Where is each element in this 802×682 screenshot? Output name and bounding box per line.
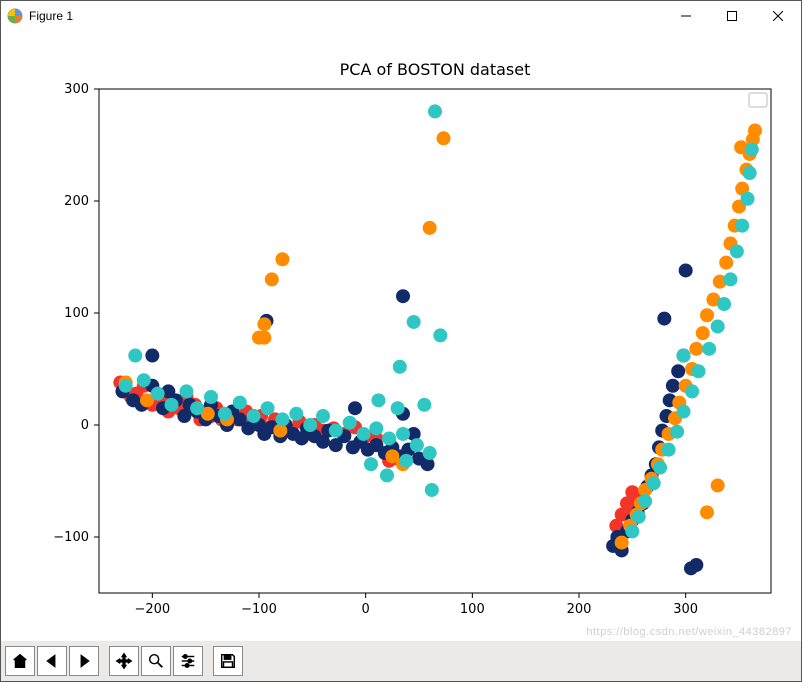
minimize-button[interactable] <box>663 1 709 31</box>
svg-text:100: 100 <box>64 306 89 321</box>
forward-button[interactable] <box>69 646 99 676</box>
svg-text:100: 100 <box>460 602 485 617</box>
svg-text:−200: −200 <box>134 602 170 617</box>
svg-text:300: 300 <box>64 82 89 97</box>
svg-text:200: 200 <box>64 194 89 209</box>
window-title: Figure 1 <box>29 9 73 23</box>
figure-window: Figure 1 PCA of BOSTON dataset −200 −100 0 1… <box>0 0 802 682</box>
svg-text:PCA of BOSTON dataset: PCA of BOSTON dataset <box>340 60 531 79</box>
home-button[interactable] <box>5 646 35 676</box>
pan-button[interactable] <box>109 646 139 676</box>
close-button[interactable] <box>755 1 801 31</box>
scatter-plot: PCA of BOSTON dataset −200 −100 0 100 200 300 −… <box>1 31 801 641</box>
back-button[interactable] <box>37 646 67 676</box>
subplots-button[interactable] <box>173 646 203 676</box>
plot-area: PCA of BOSTON dataset −200 −100 0 100 200 300 −… <box>1 31 801 641</box>
svg-text:0: 0 <box>362 602 370 617</box>
nav-toolbar <box>1 641 801 681</box>
svg-text:−100: −100 <box>53 530 89 545</box>
svg-text:200: 200 <box>567 602 592 617</box>
title-bar: Figure 1 <box>1 1 801 31</box>
maximize-button[interactable] <box>709 1 755 31</box>
save-button[interactable] <box>213 646 243 676</box>
app-icon <box>7 8 23 24</box>
svg-text:0: 0 <box>81 418 89 433</box>
svg-text:−100: −100 <box>241 602 277 617</box>
svg-text:300: 300 <box>673 602 698 617</box>
zoom-button[interactable] <box>141 646 171 676</box>
